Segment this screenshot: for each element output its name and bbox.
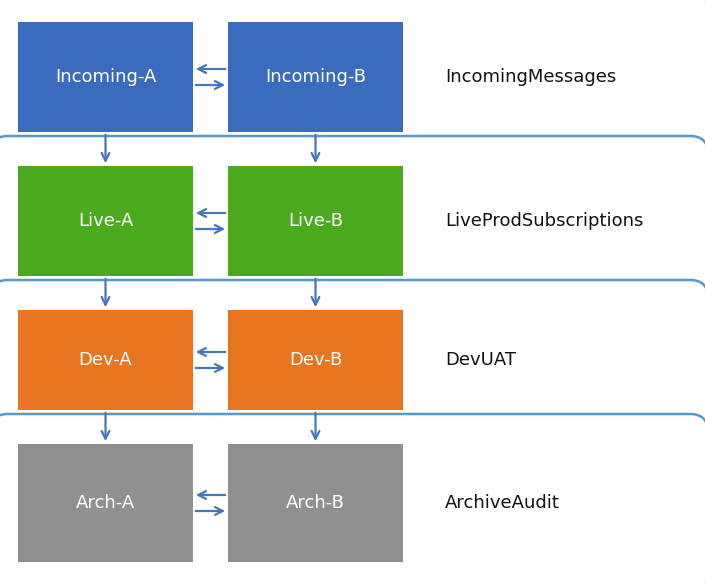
FancyBboxPatch shape: [18, 444, 193, 562]
FancyBboxPatch shape: [228, 310, 403, 410]
Text: Live-B: Live-B: [288, 212, 343, 230]
Text: ArchiveAudit: ArchiveAudit: [445, 494, 560, 512]
Text: Arch-B: Arch-B: [286, 494, 345, 512]
Text: Dev-B: Dev-B: [289, 351, 342, 369]
FancyBboxPatch shape: [0, 280, 705, 440]
FancyBboxPatch shape: [228, 166, 403, 276]
Text: Incoming-B: Incoming-B: [265, 68, 366, 86]
Text: Live-A: Live-A: [78, 212, 133, 230]
Text: Dev-A: Dev-A: [79, 351, 133, 369]
Text: DevUAT: DevUAT: [445, 351, 516, 369]
Text: LiveProdSubscriptions: LiveProdSubscriptions: [445, 212, 644, 230]
FancyBboxPatch shape: [0, 136, 705, 306]
Text: IncomingMessages: IncomingMessages: [445, 68, 616, 86]
FancyBboxPatch shape: [18, 166, 193, 276]
FancyBboxPatch shape: [0, 0, 705, 162]
FancyBboxPatch shape: [18, 22, 193, 132]
Text: Incoming-A: Incoming-A: [55, 68, 157, 86]
FancyBboxPatch shape: [228, 22, 403, 132]
FancyBboxPatch shape: [228, 444, 403, 562]
Text: Arch-A: Arch-A: [76, 494, 135, 512]
FancyBboxPatch shape: [0, 414, 705, 584]
FancyBboxPatch shape: [18, 310, 193, 410]
